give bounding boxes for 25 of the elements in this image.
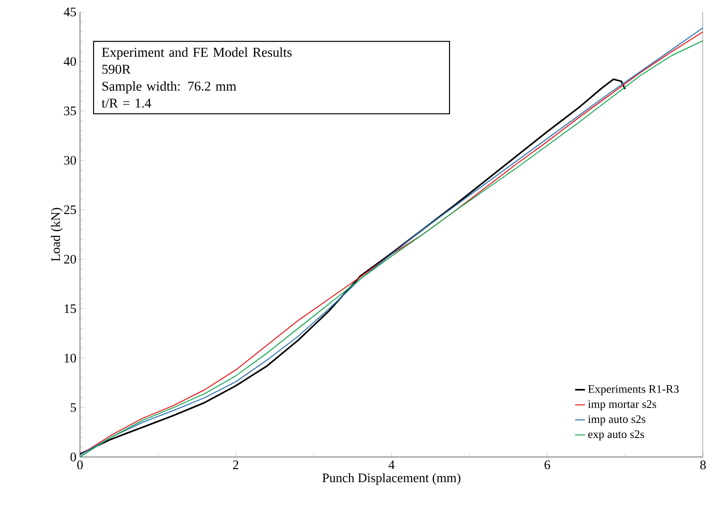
y-tick-label: 10 [64,354,76,362]
x-tick-label: 0 [77,460,83,470]
y-axis-title: Load (kN) [50,208,63,262]
legend-label: imp mortar s2s [588,400,656,410]
y-tick-label: 20 [64,254,76,264]
y-tick-label: 0 [70,452,76,462]
x-tick-label: 2 [233,460,238,470]
y-tick-label: 25 [64,205,76,214]
legend-label: Experiments R1-R3 [588,385,679,396]
legend-label: imp auto s2s [588,415,646,426]
x-tick-label: 8 [700,460,706,470]
y-tick-label: 30 [64,156,76,165]
x-tick-label: 4 [388,460,395,470]
annotation: Sample width: 76.2 mm [102,81,236,94]
y-tick-label: 35 [64,106,76,116]
annotation: 590R [102,64,131,74]
y-tick-label: 15 [64,304,76,314]
x-axis-title: Punch Displacement (mm) [322,473,460,485]
annotation: t/R = 1.4 [102,98,152,108]
y-tick-label: 40 [64,57,76,66]
y-tick-label: 45 [64,8,76,16]
x-tick-label: 6 [544,460,550,470]
annotation: Experiment and FE Model Results [102,47,292,60]
legend-label: exp auto s2s [588,430,644,440]
y-tick-label: 5 [70,403,76,412]
